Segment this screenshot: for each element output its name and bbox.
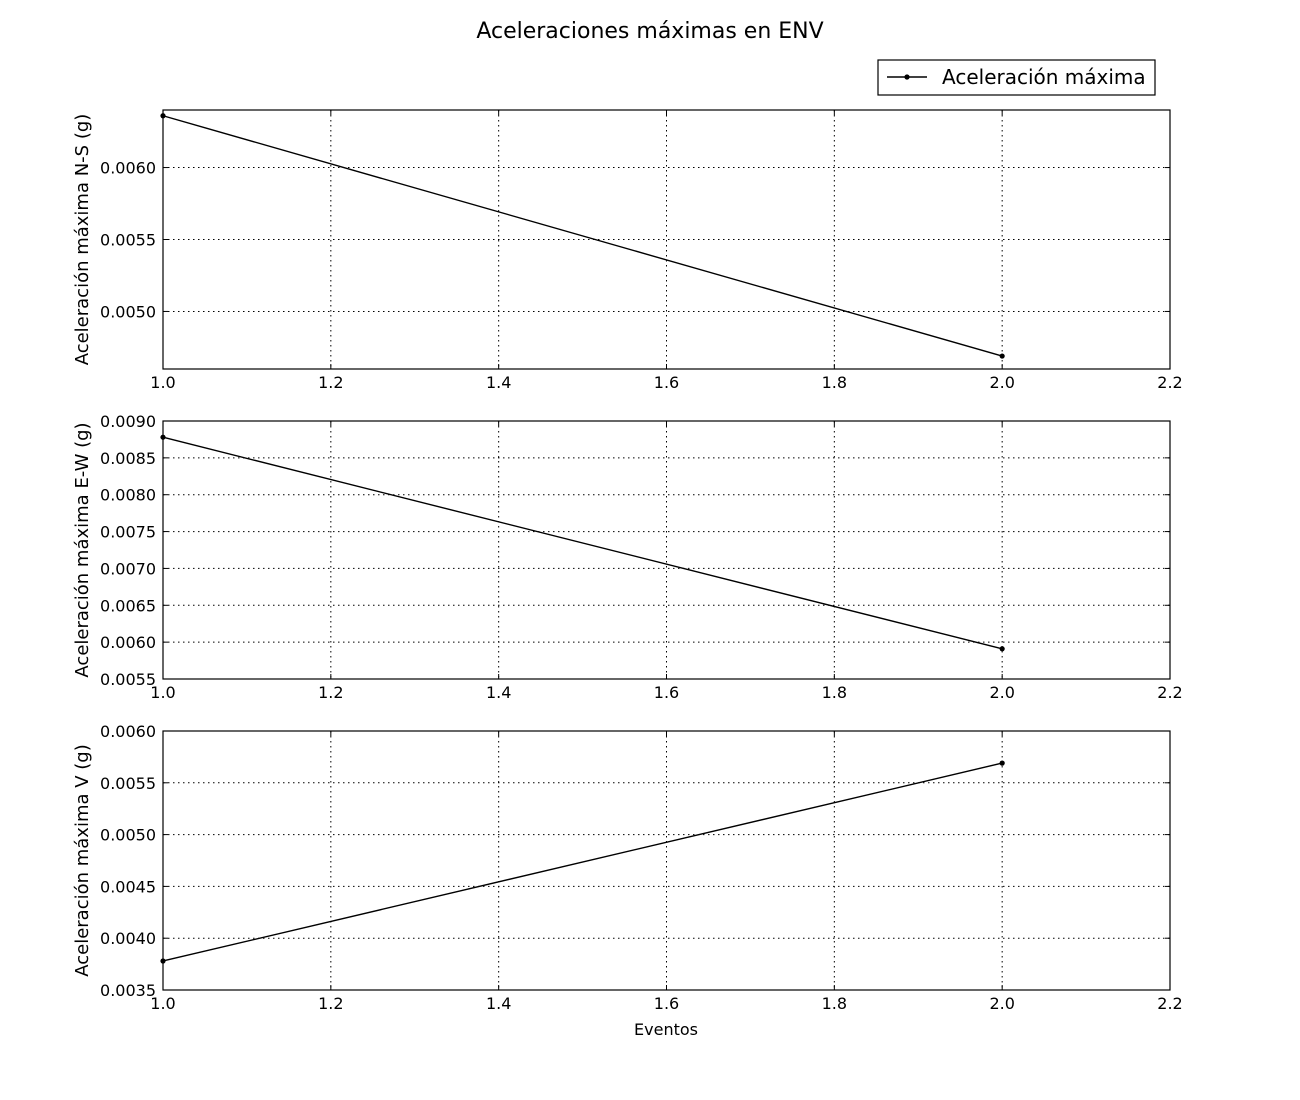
x-tick-label: 1.6 [654,683,679,702]
x-tick-label: 1.4 [486,994,511,1013]
data-point [160,113,166,119]
y-tick-label: 0.0055 [100,774,156,793]
chart-title: Aceleraciones máximas en ENV [476,19,823,44]
legend-label: Aceleración máxima [942,65,1146,89]
y-tick-label: 0.0070 [100,559,156,578]
legend: Aceleración máxima [877,59,1156,96]
x-tick-label: 1.8 [822,994,847,1013]
x-tick-label: 2.2 [1157,683,1182,702]
y-tick-label: 0.0055 [100,670,156,689]
y-tick-label: 0.0050 [100,826,156,845]
y-axis-label: Aceleración máxima N-S (g) [72,114,93,366]
y-tick-label: 0.0040 [100,929,156,948]
y-tick-label: 0.0055 [100,231,156,250]
x-tick-label: 2.2 [1157,994,1182,1013]
subplot-v: 1.0 1.2 1.4 1.6 1.8 2.0 2.2 0.0035 0.0040 0.0045 0… [72,722,1183,1013]
plot-frame [162,109,1171,370]
x-tick-label: 1.4 [486,373,511,392]
series-line [162,115,1003,357]
series-line [162,762,1003,962]
y-tick-label: 0.0050 [100,302,156,321]
x-tick-label: 2.2 [1157,373,1182,392]
y-axis-label: Aceleración máxima E-W (g) [72,422,93,677]
data-point [160,434,166,440]
data-point [999,760,1005,766]
x-tick-label: 1.4 [486,683,511,702]
x-tick-label: 1.0 [150,683,175,702]
x-tick-label: 1.6 [654,373,679,392]
y-tick-label: 0.0065 [100,596,156,615]
y-tick-label: 0.0060 [100,159,156,178]
y-tick-label: 0.0060 [100,633,156,652]
x-tick-label: 1.2 [318,994,343,1013]
x-tick-label: 1.2 [318,373,343,392]
data-point [160,958,166,964]
y-tick-label: 0.0045 [100,877,156,896]
x-tick-label: 1.0 [150,373,175,392]
x-tick-label: 2.0 [989,373,1014,392]
x-tick-label: 1.0 [150,994,175,1013]
subplot-ns: 1.0 1.2 1.4 1.6 1.8 2.0 2.2 0.0050 0.0055 0.0060 A… [72,109,1183,392]
data-point [999,353,1005,359]
y-axis-label: Aceleración máxima V (g) [72,744,93,977]
y-tick-label: 0.0090 [100,412,156,431]
y-tick-label: 0.0075 [100,523,156,542]
x-tick-label: 2.0 [989,994,1014,1013]
x-tick-label: 1.6 [654,994,679,1013]
x-tick-label: 1.8 [822,683,847,702]
x-tick-label: 2.0 [989,683,1014,702]
y-tick-label: 0.0085 [100,449,156,468]
data-point [999,646,1005,652]
subplots: 1.0 1.2 1.4 1.6 1.8 2.0 2.2 0.0050 0.0055 0.0060 A… [72,109,1183,1013]
y-tick-label: 0.0035 [100,981,156,1000]
y-tick-label: 0.0080 [100,486,156,505]
plot-frame [162,420,1171,680]
x-tick-label: 1.8 [822,373,847,392]
series-line [162,436,1003,650]
x-axis-label: Eventos [634,1020,698,1039]
legend-marker-swatch [904,74,910,80]
y-tick-label: 0.0060 [100,722,156,741]
x-tick-label: 1.2 [318,683,343,702]
plot-frame [162,730,1171,991]
subplot-ew: 1.0 1.2 1.4 1.6 1.8 2.0 2.2 0.0055 0.0060 0.0065 0… [72,412,1183,702]
